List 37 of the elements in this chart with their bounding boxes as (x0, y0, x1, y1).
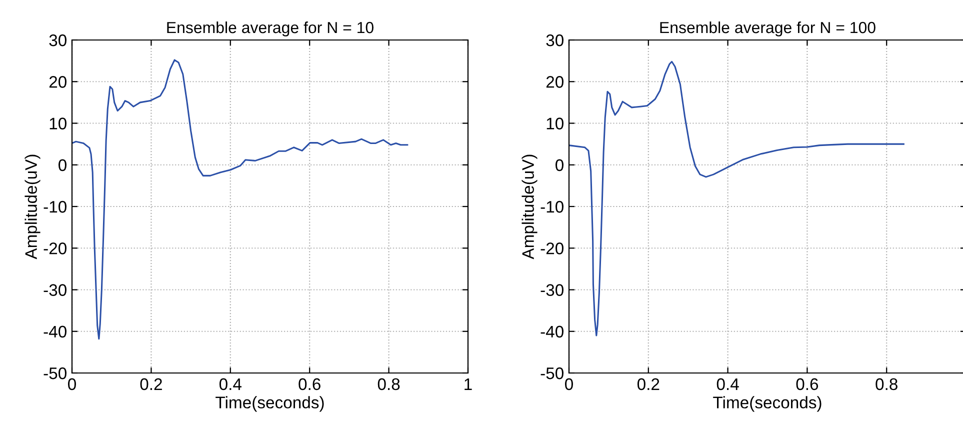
x-axis-title: Time(seconds) (713, 396, 822, 412)
x-tick-label: 1 (464, 378, 472, 390)
y-tick-label: 20 (546, 76, 564, 88)
y-tick-label: -20 (44, 242, 66, 254)
y-tick-label: -30 (540, 284, 564, 296)
y-tick-label: 0 (556, 159, 564, 172)
x-tick-label: 0.8 (876, 378, 898, 390)
y-tick-label: -50 (540, 367, 564, 380)
x-tick-label: 0 (565, 378, 573, 390)
x-tick-label: 0 (68, 378, 76, 390)
y-axis-title: Amplitude(uV) (522, 154, 538, 260)
x-tick-label: 0.4 (716, 378, 739, 390)
x-tick-label: 0.6 (796, 378, 818, 390)
x-tick-label: 0.2 (637, 378, 660, 390)
chart-title: Ensemble average for N = 10 (167, 21, 374, 36)
y-axis-title: Amplitude(uV) (24, 154, 40, 260)
x-tick-label: 0.8 (378, 378, 400, 390)
y-tick-label: -10 (44, 200, 66, 213)
y-tick-label: -10 (540, 200, 564, 213)
x-tick-label: 0.2 (140, 378, 162, 390)
x-axis-title: Time(seconds) (216, 396, 324, 412)
y-tick-label: -50 (44, 367, 66, 380)
y-tick-label: 30 (546, 34, 564, 46)
x-tick-label: 0.6 (298, 378, 320, 390)
line-series (569, 60, 904, 336)
y-tick-label: 20 (49, 76, 66, 88)
x-tick-label: 0.4 (219, 378, 242, 390)
y-tick-label: -40 (44, 326, 66, 338)
y-tick-label: 30 (49, 34, 66, 46)
y-tick-label: -40 (540, 326, 564, 338)
y-tick-label: 10 (546, 118, 564, 130)
chart-title: Ensemble average for N = 100 (660, 21, 876, 36)
y-tick-label: 0 (58, 159, 66, 172)
y-tick-label: -30 (44, 284, 66, 296)
line-series (72, 59, 408, 340)
y-tick-label: -20 (540, 242, 564, 254)
y-tick-label: 10 (50, 118, 66, 130)
